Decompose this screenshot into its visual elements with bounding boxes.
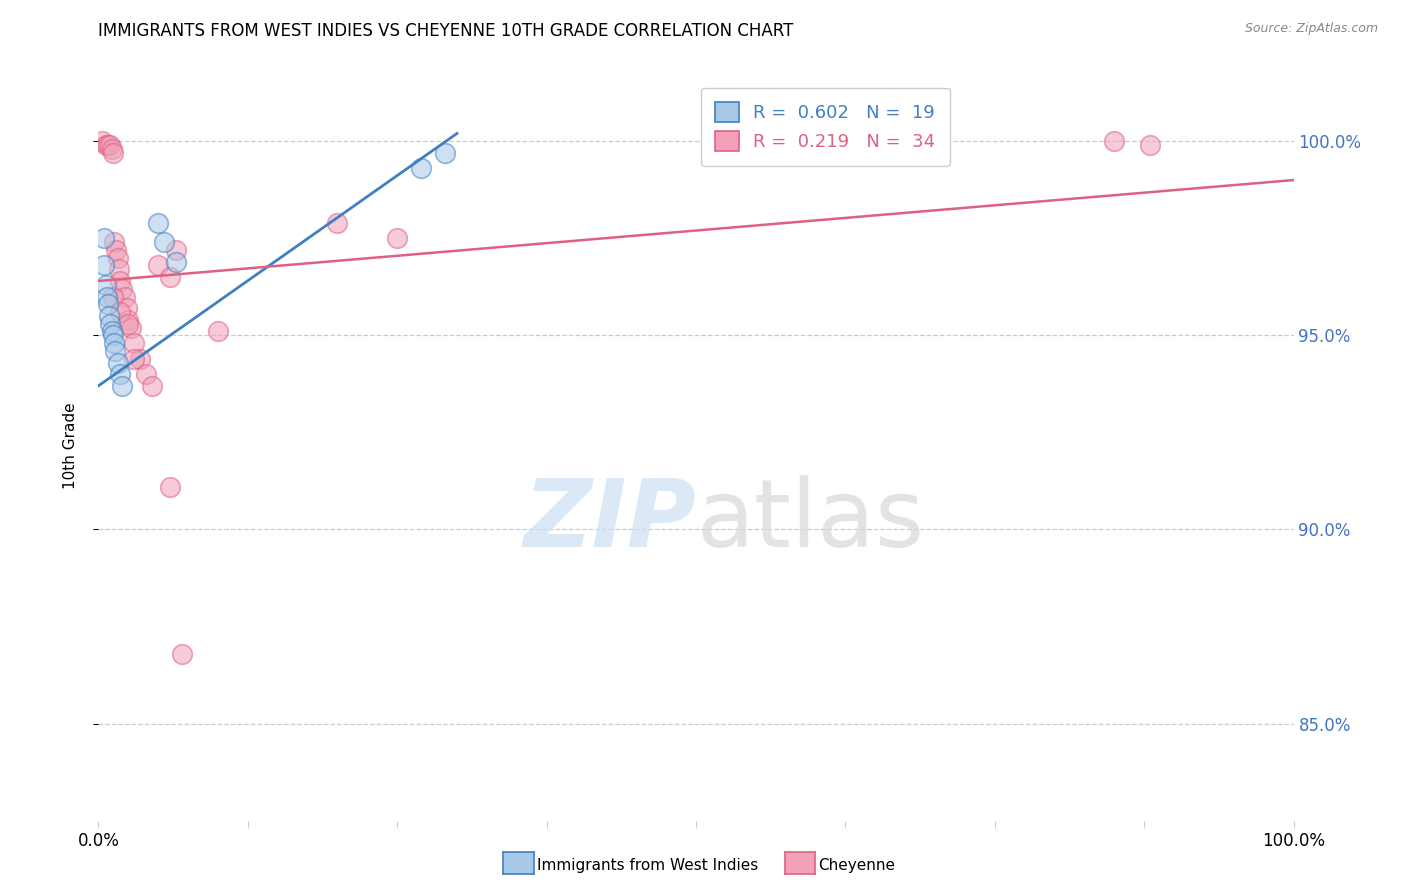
Point [98,317,122,331]
Point [124,351,146,366]
Point [165,243,187,257]
Point [148,259,170,273]
Point [97,138,120,153]
Point [124,336,146,351]
Point [107,251,129,265]
Point [104,343,127,358]
Point [114,289,136,303]
Point [326,216,349,230]
Point [411,161,433,176]
Point [108,305,131,319]
Point [172,647,194,661]
Text: Cheyenne: Cheyenne [818,858,896,872]
Point [1139,138,1161,153]
Text: IMMIGRANTS FROM WEST INDIES VS CHEYENNE 10TH GRADE CORRELATION CHART: IMMIGRANTS FROM WEST INDIES VS CHEYENNE … [98,22,794,40]
Point [159,480,181,494]
Point [115,301,138,315]
Point [98,138,122,153]
Point [94,277,117,292]
Text: atlas: atlas [696,475,924,567]
Text: Immigrants from West Indies: Immigrants from West Indies [537,858,758,872]
Point [1102,134,1125,148]
Point [111,282,134,296]
Point [100,325,122,339]
Point [105,243,128,257]
Y-axis label: 10th Grade: 10th Grade [63,402,77,490]
Point [120,320,142,334]
Point [93,231,115,245]
Point [433,145,456,160]
Point [107,355,129,369]
Point [165,254,187,268]
Point [103,235,125,250]
Point [148,216,170,230]
Text: ZIP: ZIP [523,475,696,567]
Point [111,379,134,393]
Point [101,328,124,343]
Point [135,367,157,381]
Point [141,379,163,393]
Point [101,145,124,160]
Point [107,262,129,277]
Point [91,134,114,148]
Point [159,270,181,285]
Point [117,317,139,331]
Point [153,235,176,250]
Point [117,313,139,327]
Point [93,259,115,273]
Point [385,231,409,245]
Point [108,274,131,288]
Point [129,351,152,366]
Point [97,297,120,311]
Legend: R =  0.602   N =  19, R =  0.219   N =  34: R = 0.602 N = 19, R = 0.219 N = 34 [702,88,950,166]
Point [94,138,117,153]
Point [207,325,229,339]
Point [103,336,125,351]
Point [108,367,131,381]
Point [98,309,121,323]
Point [96,289,118,303]
Point [100,142,122,156]
Point [101,289,124,303]
Text: Source: ZipAtlas.com: Source: ZipAtlas.com [1244,22,1378,36]
